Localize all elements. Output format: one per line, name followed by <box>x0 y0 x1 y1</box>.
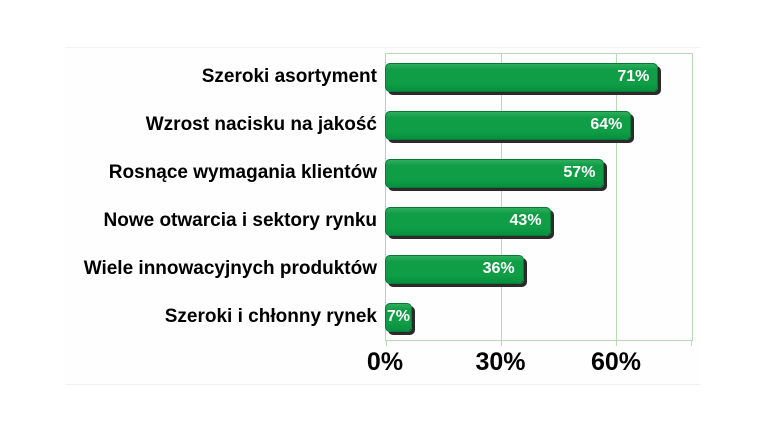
axis-tick-60% <box>615 340 617 346</box>
x-axis-tick-label: 30% <box>475 348 526 376</box>
bar-rows: Szeroki asortyment 71% Wzrost nacisku na j… <box>0 53 693 341</box>
x-axis: 0% 30% 60% <box>367 348 693 382</box>
axis-tick-0% <box>386 340 387 346</box>
bar: 36% <box>385 254 524 284</box>
bar: 64% <box>385 110 632 140</box>
image-frame <box>65 47 700 385</box>
chart-row: Szeroki asortyment 71% <box>0 53 693 101</box>
axis-tick-30% <box>500 340 502 346</box>
chart-row: Nowe otwarcia i sektory rynku 43% <box>0 197 693 245</box>
bar: 43% <box>385 206 551 236</box>
chart-row: Wiele innowacyjnych produktów 36% <box>0 245 693 293</box>
gridline-30% <box>500 54 502 340</box>
x-axis-tick-label: 60% <box>590 348 642 376</box>
category-label: Nowe otwarcia i sektory rynku <box>103 210 378 231</box>
gridline-60% <box>615 54 617 340</box>
category-label: Rosnące wymagania klientów <box>108 162 377 183</box>
bar: 71% <box>385 62 659 92</box>
category-label: Wiele innowacyjnych produktów <box>83 258 377 279</box>
bar-track: 36% <box>385 245 693 293</box>
x-axis-tick-label: 0% <box>366 348 404 376</box>
bar-track: 64% <box>385 101 693 149</box>
bar-track: 7% <box>385 293 693 341</box>
bar-track: 57% <box>385 149 693 197</box>
bar: 7% <box>385 302 412 332</box>
chart-row: Wzrost nacisku na jakość 64% <box>0 101 693 149</box>
plot-area <box>385 53 693 346</box>
category-label: Szeroki i chłonny rynek <box>164 306 377 327</box>
bar-track: 71% <box>385 53 693 101</box>
axis-tick-max <box>691 340 692 346</box>
bar-value-label: 57% <box>563 164 596 181</box>
chart-row: Szeroki i chłonny rynek 7% <box>0 293 693 341</box>
chart-row: Rosnące wymagania klientów 57% <box>0 149 693 197</box>
bar-value-label: 43% <box>509 212 542 229</box>
bar-track: 43% <box>385 197 693 245</box>
category-label: Wzrost nacisku na jakość <box>145 114 377 135</box>
bar-value-label: 7% <box>386 308 411 325</box>
bar-value-label: 64% <box>590 116 623 133</box>
bar: 57% <box>385 158 605 188</box>
bar-value-label: 36% <box>482 260 515 277</box>
category-label: Szeroki asortyment <box>201 66 377 87</box>
bar-value-label: 71% <box>617 68 650 85</box>
